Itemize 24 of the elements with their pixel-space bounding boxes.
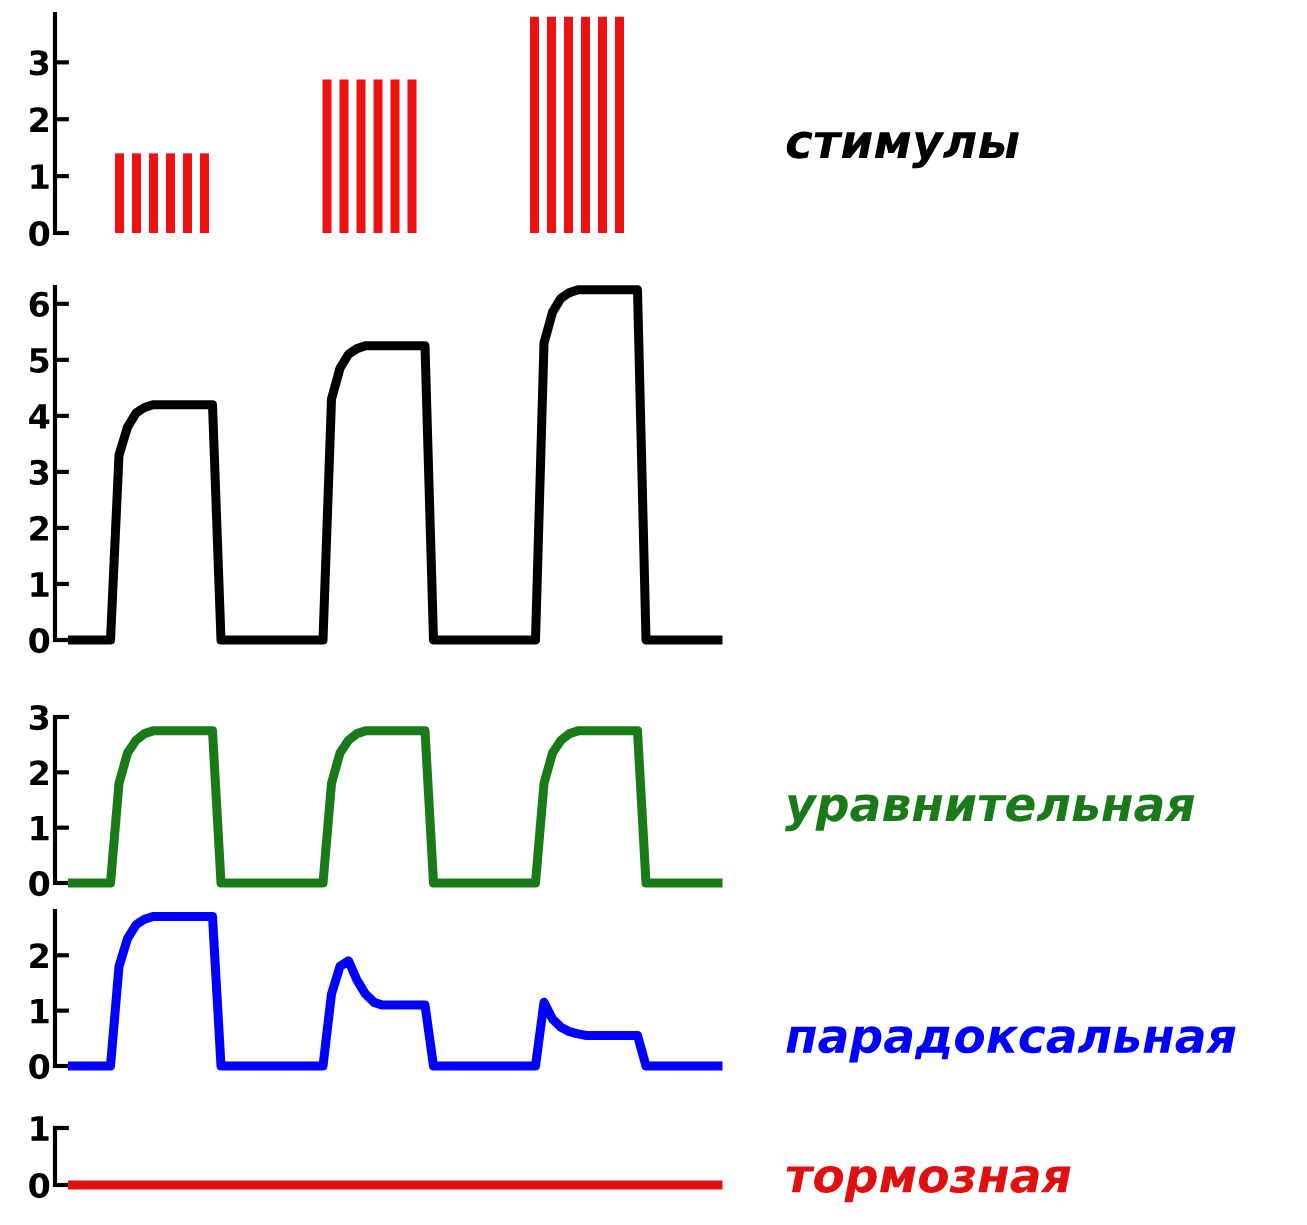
y-tick-label: 0 bbox=[29, 1172, 50, 1199]
y-tick-label: 1 bbox=[31, 816, 49, 841]
y-tick-label: 4 bbox=[29, 404, 50, 429]
y-tick-label: 3 bbox=[29, 50, 49, 76]
y-tick-label: 3 bbox=[29, 704, 49, 731]
y-tick-label: 5 bbox=[30, 348, 49, 373]
series-label: парадоксальная bbox=[786, 1026, 1236, 1063]
y-tick-label: 1 bbox=[31, 164, 49, 189]
y-tick-label: 0 bbox=[29, 870, 50, 897]
series-label: тормозная bbox=[786, 1165, 1071, 1203]
y-tick-label: 2 bbox=[30, 515, 48, 541]
y-tick-label: 0 bbox=[29, 220, 50, 247]
y-tick-label: 6 bbox=[29, 291, 50, 317]
y-tick-label: 2 bbox=[30, 107, 48, 132]
y-tick-label: 1 bbox=[31, 1116, 49, 1141]
text: стимулы bbox=[786, 131, 1019, 169]
y-tick-label: 1 bbox=[31, 999, 49, 1024]
y-tick-label: 0 bbox=[29, 627, 50, 654]
y-tick-label: 3 bbox=[29, 459, 49, 486]
y-tick-label: 0 bbox=[29, 1053, 50, 1080]
y-tick-label: 2 bbox=[30, 943, 48, 968]
y-tick-label: 2 bbox=[30, 760, 48, 785]
series-label: уравнительная bbox=[785, 794, 1195, 832]
y-tick-label: 1 bbox=[31, 572, 49, 597]
